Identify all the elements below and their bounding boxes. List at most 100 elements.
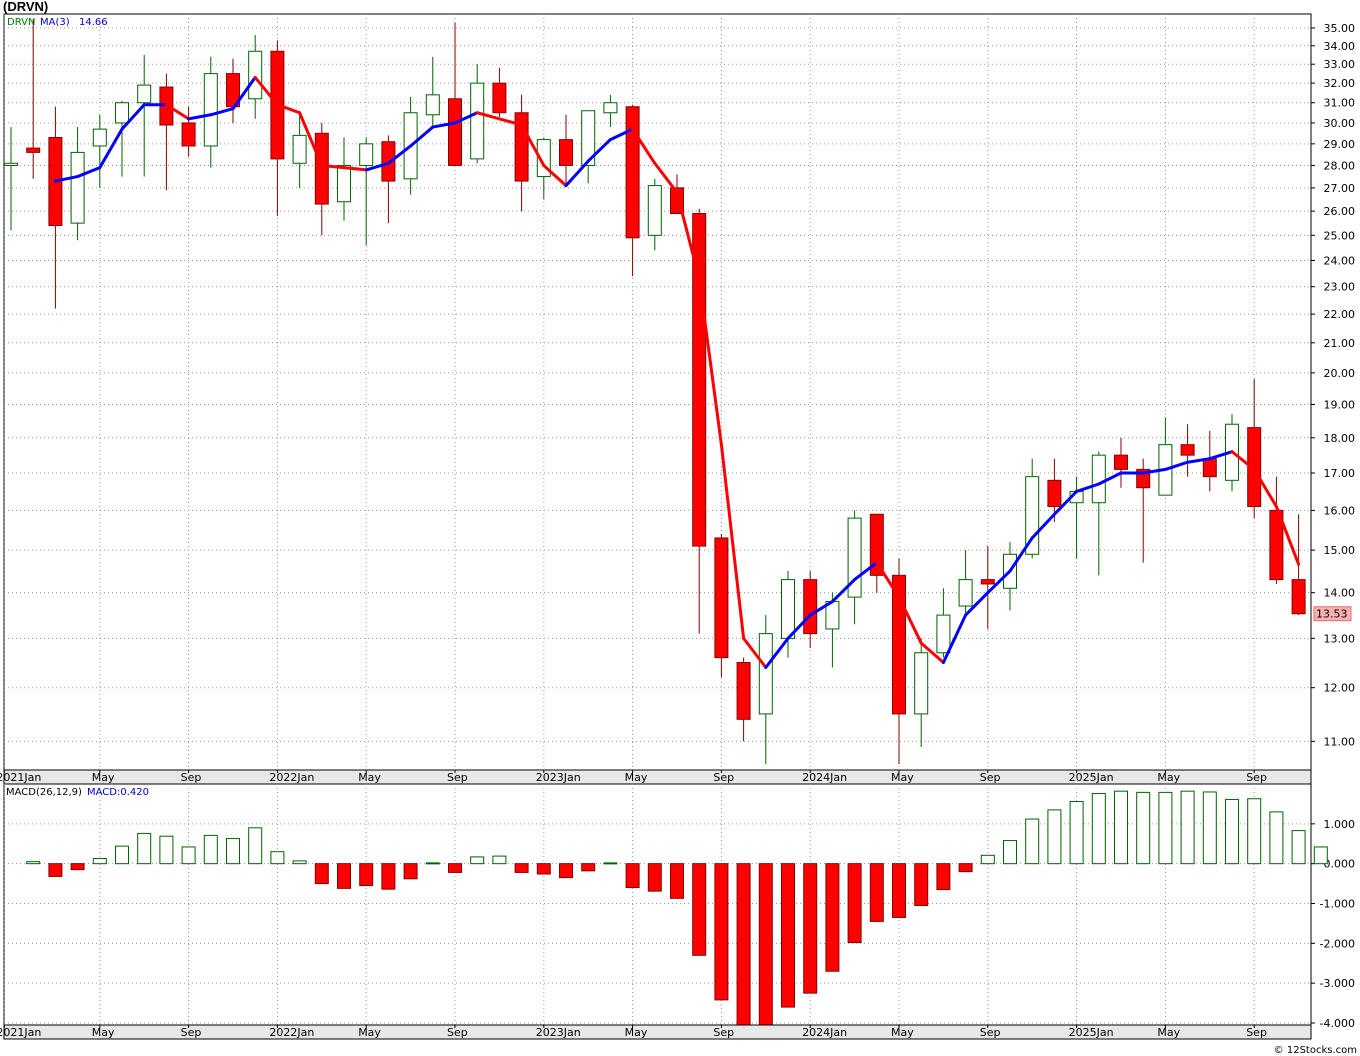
macd-bar [26,861,41,865]
macd-bar [115,845,129,865]
macd-y-tick-label: -1.000 [1320,898,1355,911]
candle-body [781,579,795,639]
price-y-tick-label: 22.00 [1324,308,1356,321]
last-price-tag [1313,606,1352,622]
ma-line-segment [386,144,413,165]
price-y-tick-label: 24.00 [1324,254,1356,267]
price-x-tick-label: May [92,771,115,784]
candle-body [1180,444,1195,456]
macd-bar [514,863,529,873]
macd-bar [1114,790,1128,865]
candle-body [892,574,906,715]
ma-line-segment [564,159,590,188]
candle-body [1047,479,1062,508]
ma-line-segment [742,636,768,669]
macd-x-axis-band [3,1024,1312,1040]
macd-bar [714,863,729,1001]
macd-bar [758,863,773,1026]
legend-symbol: DRVN [7,17,35,28]
ma-line-segment [608,127,635,142]
candle-body [581,110,596,166]
price-y-tick-label: 30.00 [1324,117,1356,130]
macd-bar [359,863,374,887]
price-y-tick-label: 17.00 [1324,467,1356,480]
macd-y-tick-label: -3.000 [1320,977,1355,990]
ma-line-segment [431,121,457,129]
candle-body [181,122,196,147]
macd-bar [1158,791,1173,865]
ma-line-segment [764,636,790,669]
candle-body [248,50,263,100]
macd-x-tick-label: May [891,1026,914,1039]
candle-body [869,513,884,576]
macd-x-tick-label: Sep [181,1026,202,1039]
macd-bar [292,860,307,865]
candle-body [714,537,729,659]
macd-bar [337,863,351,889]
macd-bar [1225,799,1239,865]
candle-body [1291,579,1306,615]
ma-line-segment [631,127,657,165]
macd-bar [70,863,85,871]
ma-line-segment [586,138,612,163]
ma-line-segment [719,443,746,640]
macd-bar [226,838,240,865]
ma-line-segment [520,123,546,167]
macd-bar [314,863,329,885]
ma-line-segment [542,163,568,188]
macd-x-tick-label: May [358,1026,381,1039]
ma-line-segment [320,163,346,170]
ma-line-segment [1052,489,1079,516]
macd-bar [536,863,551,875]
macd-title: MACD(26,12,9) [6,787,82,798]
last-price-label: 13.53 [1316,608,1348,621]
price-x-tick-label: 2023Jan [536,771,581,784]
ma-line-segment [675,190,701,281]
candle-body [1247,427,1262,508]
ma-line-segment [475,111,501,121]
macd-bar [92,857,107,865]
macd-bar [847,863,862,944]
candle-body [936,614,951,654]
ma-line-segment [853,561,879,582]
macd-bar [692,863,707,956]
macd-x-tick-label: 2023Jan [536,1026,581,1039]
macd-bar [492,855,507,865]
macd-bar [936,863,951,891]
ma-line-segment [120,103,146,131]
macd-bar [1091,793,1106,865]
macd-x-tick-label: Sep [447,1026,468,1039]
macd-bar [1313,846,1328,865]
candle-body [1202,458,1217,478]
price-x-tick-label: May [625,771,648,784]
price-y-tick-label: 23.00 [1324,281,1356,294]
candle-body [1091,454,1106,504]
ma-line-segment [497,117,524,127]
macd-x-tick-label: May [1157,1026,1180,1039]
ma-line-segment [1230,450,1256,471]
legend-ma-label: MA(3) [40,17,70,28]
macd-bar [781,863,795,1008]
macd-bar [248,827,263,865]
candle-body [736,662,751,720]
macd-x-tick-label: 2022Jan [269,1026,314,1039]
macd-y-tick-label: 1.000 [1324,818,1356,831]
candle-body [1114,454,1128,470]
price-y-tick-label: 25.00 [1324,229,1356,242]
macd-bar [914,863,929,906]
price-x-tick-label: 2025Jan [1069,771,1114,784]
candle-body [470,82,485,160]
price-y-tick-label: 11.00 [1324,735,1356,748]
price-y-tick-label: 26.00 [1324,205,1356,218]
macd-bar [470,856,485,865]
price-y-tick-label: 14.00 [1324,587,1356,600]
price-x-tick-label: May [1157,771,1180,784]
price-x-tick-label: Sep [980,771,1001,784]
macd-x-tick-label: Sep [1246,1026,1267,1039]
price-x-tick-label: 2024Jan [802,771,847,784]
price-y-tick-label: 21.00 [1324,337,1356,350]
macd-bar [1136,791,1151,865]
macd-x-tick-label: Sep [713,1026,734,1039]
candle-body [359,143,374,166]
price-y-tick-label: 35.00 [1324,22,1356,35]
